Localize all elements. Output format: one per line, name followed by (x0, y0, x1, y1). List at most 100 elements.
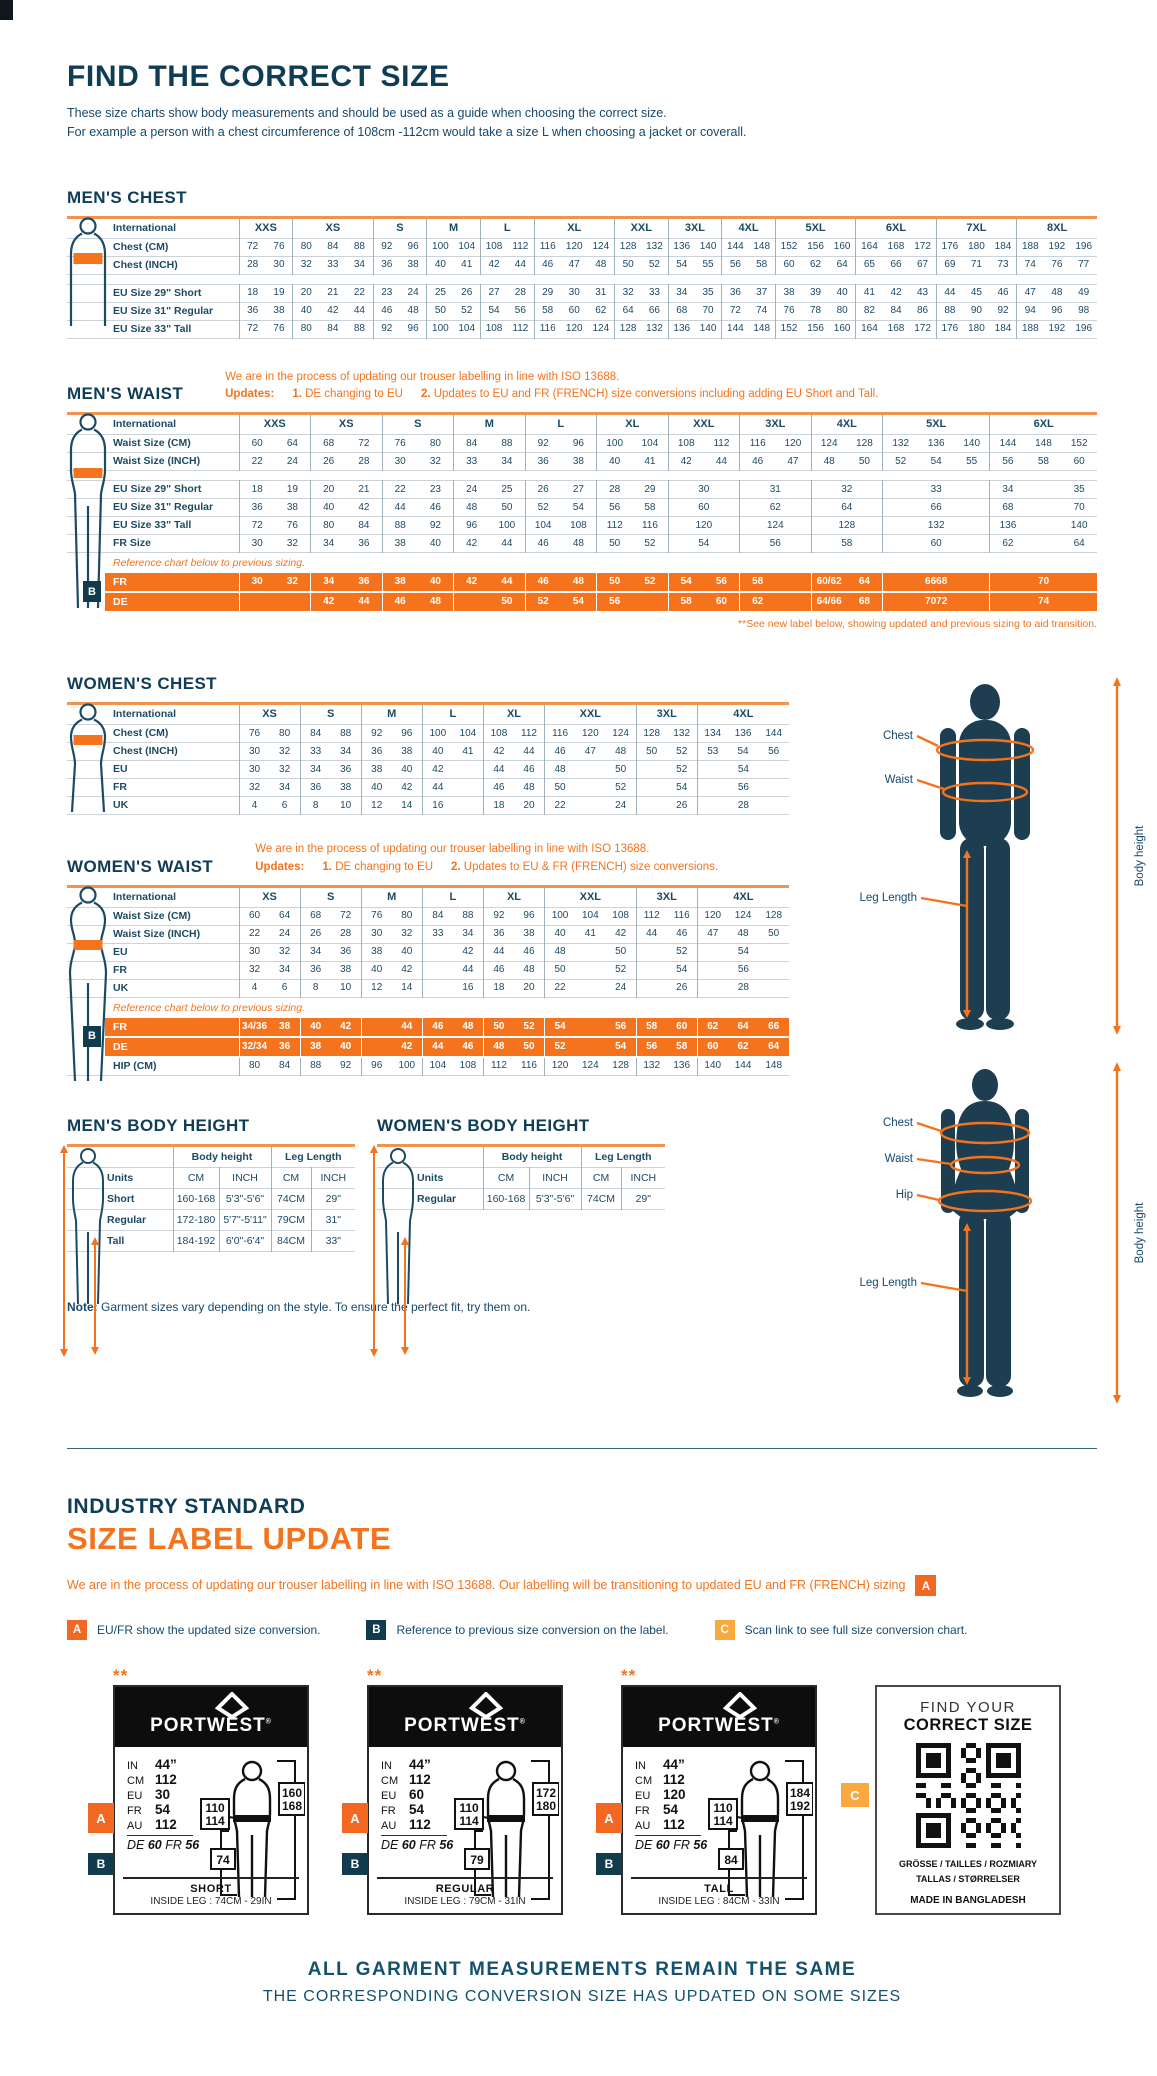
size-cell: 66 (758, 1017, 789, 1037)
label-footer: TALL INSIDE LEG : 84CM - 33IN (631, 1877, 807, 1907)
size-cell: 50 (615, 763, 627, 775)
legend-text: EU/FR show the updated size conversion. (97, 1623, 321, 1638)
size-cell: 29 (533, 284, 561, 302)
update-note-line2: Updates: 1. DE changing to EU 2. Updates t… (255, 859, 718, 877)
svg-text:114: 114 (713, 1814, 733, 1828)
size-cell: 132 (646, 241, 663, 252)
size-cell: 44 (421, 1036, 453, 1057)
size-cell: 132 (882, 516, 990, 535)
size-cell: 34 (310, 573, 347, 593)
size-cell: 47 (568, 259, 580, 270)
size-cell: 48 (1051, 287, 1063, 298)
size-cell: 34 (340, 745, 352, 757)
size-cell: 42 (482, 742, 514, 761)
size-cell: 84 (358, 519, 370, 531)
row-label: FR (113, 964, 127, 976)
size-cell: 152 (1070, 437, 1088, 449)
size-cell: 26 (524, 480, 561, 499)
size-cell (1026, 535, 1062, 553)
size-cell: 120 (696, 907, 728, 926)
label-sizes: IN 44” CM 112 EU 30 FR 54 AU 112 DE 60 FR 56 (127, 1757, 199, 1910)
size-cell: 56 (635, 1036, 667, 1057)
size-cell: 74 (756, 305, 768, 316)
size-cell: 60 (667, 498, 740, 517)
size-cell: 152 (774, 238, 803, 256)
size-cell: 40 (292, 302, 320, 320)
size-cell: 44 (462, 964, 474, 976)
size-cell: 26 (299, 925, 331, 944)
size-cell: 52 (615, 964, 627, 976)
size-cell: 84 (890, 305, 902, 316)
size-cell: 33 (299, 742, 331, 761)
legend-text: Reference to previous size conversion on… (396, 1623, 669, 1638)
size-cell: 50 (544, 778, 576, 797)
size-cell: 76 (273, 323, 285, 334)
row-label: UK (113, 799, 129, 812)
size-cell: 46 (482, 961, 514, 980)
size-cell: 38 (340, 964, 352, 976)
table-header-row: International XXS XS S M L XL XXL 3XL 4XL 5XL 6XL 7X… (67, 217, 1098, 238)
size-cell: 24 (279, 928, 291, 940)
size-cell: 108 (479, 320, 508, 338)
size-cell: 7072 (882, 592, 990, 613)
reference-caption: Reference chart below to previous sizing… (113, 1002, 306, 1014)
size-cell: 8 (299, 796, 331, 815)
qr-code (915, 1743, 1021, 1849)
size-cell: 82 (855, 302, 883, 320)
update-item-2-num: 2. (451, 860, 461, 873)
size-cell: 34 (667, 284, 695, 302)
intro-text: These size charts show body measurements… (67, 104, 1097, 142)
table-row: Waist Size (INCH) 22 24 26 28 30 32 33 34 36 38 40 4… (67, 452, 1098, 471)
mens-waist-table-mount: International XXS XS S M L XL XXL 3XL 4XL 5XL 6XL Wa… (67, 412, 1098, 613)
size-cell: 100 (421, 724, 453, 743)
badge-c-icon: C (841, 1783, 869, 1808)
female-hip-label: Hip (896, 1189, 913, 1201)
size-cell: 42 (479, 256, 508, 274)
svg-text:110: 110 (459, 1801, 479, 1815)
size-cell: 60 (666, 1017, 698, 1037)
table-row: EU Size 31" Regular 36 38 40 42 44 46 48 50 52 54 5… (67, 302, 1098, 320)
size-cell: 41 (461, 259, 473, 270)
stars-mark: ** (621, 1666, 637, 1686)
size-cell: 108 (612, 910, 629, 922)
header-label: International (113, 891, 177, 903)
size-cell: 48 (417, 592, 454, 613)
size-cell: 42 (327, 305, 339, 316)
size-cell (575, 979, 606, 997)
size-cell: 184 (994, 323, 1012, 334)
size-cell (274, 592, 311, 613)
legend-item: A EU/FR show the updated size conversion. (67, 1620, 321, 1641)
size-cell: 64/66 (810, 592, 847, 613)
size-cell: 164 (855, 320, 883, 338)
unit-header: CM (482, 1167, 530, 1189)
womens-body-height-table: Body height Leg Length Units CM INCH CM INCH Re… (377, 1143, 666, 1210)
size-cell: 38 (299, 1036, 331, 1057)
row-label: EU Size 31" Regular (113, 304, 214, 317)
size-cell (775, 592, 812, 613)
size-cell: 54 (696, 760, 789, 779)
size-cell: 62 (696, 1017, 728, 1037)
size-cell: 140 (696, 1056, 728, 1076)
size-cell: 6668 (882, 573, 990, 593)
languages-text: GRÖSSE / TAILLES / ROZMIARY TALLAS / STØR… (898, 1859, 1037, 1884)
size-cell: 184 (994, 241, 1012, 252)
size-cell: 60 (238, 907, 270, 926)
size-cell: 32 (274, 573, 311, 593)
size-cell (1026, 499, 1062, 517)
size-cell: 36 (372, 256, 400, 274)
size-cell: 43 (917, 287, 929, 298)
womens-chest-table-mount: International XS S M L XL XXL 3XL 4XL Chest (CM) 7… (67, 702, 789, 815)
size-cell: 34 (462, 928, 474, 940)
size-cell: 196 (1075, 323, 1093, 334)
size-cell: 176 (935, 320, 964, 338)
garment-note: Note: Garment sizes vary depending on th… (67, 1300, 789, 1314)
label-size-row: CM 112 (635, 1772, 685, 1788)
label-footer: SHORT INSIDE LEG : 74CM - 29IN (123, 1877, 299, 1907)
size-cell: 56 (696, 961, 789, 980)
size-label-update-section: INDUSTRY STANDARD SIZE LABEL UPDATE We a… (67, 1495, 1097, 2006)
size-cell: 67 (917, 259, 929, 270)
size-cell: 128 (612, 1060, 629, 1072)
fit-name: TALL (704, 1883, 734, 1896)
size-cell (635, 796, 667, 815)
size-cell: 62 (810, 259, 822, 270)
